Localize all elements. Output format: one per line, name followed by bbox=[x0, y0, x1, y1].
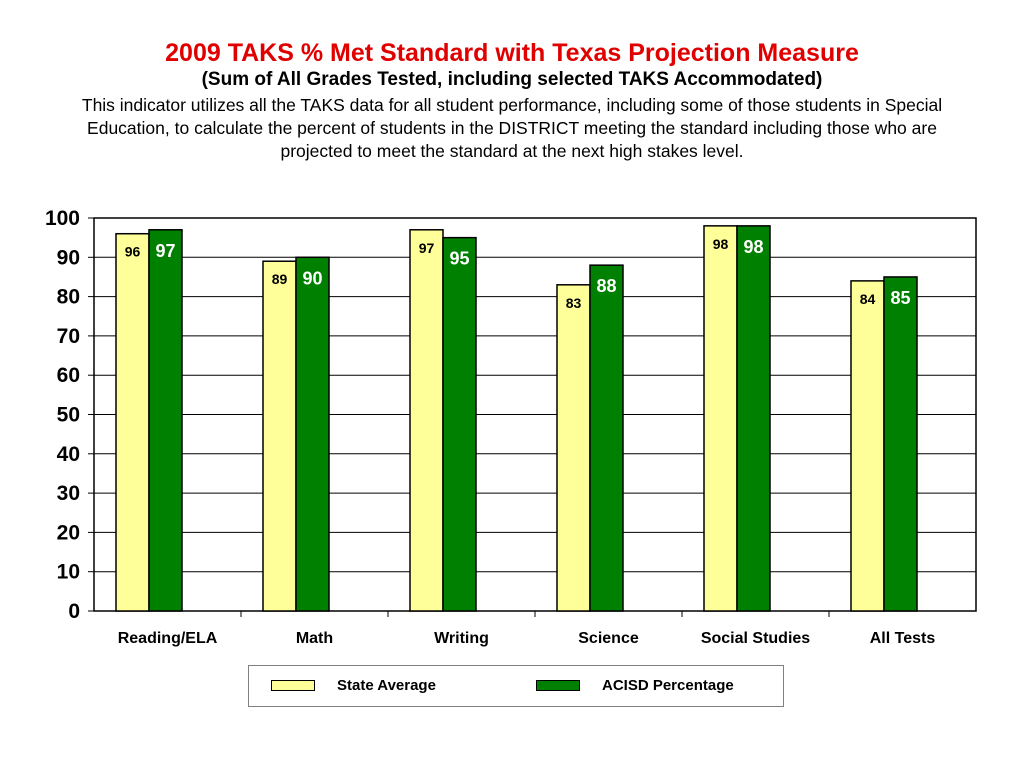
chart-title: 2009 TAKS % Met Standard with Texas Proj… bbox=[165, 39, 859, 67]
bar-acisd-percentage bbox=[295, 256, 330, 612]
data-label-state-average: 83 bbox=[566, 295, 582, 311]
data-label-state-average: 98 bbox=[713, 236, 729, 252]
bar-acisd-percentage bbox=[736, 225, 771, 612]
data-label-state-average: 89 bbox=[272, 271, 288, 287]
data-label-state-average: 97 bbox=[419, 240, 435, 256]
x-tick-label: Reading/ELA bbox=[118, 630, 218, 647]
y-tick-label: 20 bbox=[57, 521, 80, 544]
legend-swatch-acisd bbox=[536, 679, 580, 691]
bar-state-average bbox=[850, 280, 885, 612]
chart-description: This indicator utilizes all the TAKS dat… bbox=[81, 95, 943, 161]
legend-item-state: State Average bbox=[271, 676, 436, 694]
data-label-acisd-percentage: 95 bbox=[449, 249, 469, 269]
legend-label-state: State Average bbox=[337, 676, 436, 694]
y-tick-label: 50 bbox=[57, 404, 80, 427]
legend-item-acisd: ACISD Percentage bbox=[536, 676, 734, 694]
y-tick-label: 60 bbox=[57, 364, 80, 387]
x-tick-label: Science bbox=[578, 630, 639, 647]
x-tick-label: Math bbox=[296, 630, 333, 647]
data-label-acisd-percentage: 85 bbox=[890, 288, 910, 308]
bar-acisd-percentage bbox=[148, 229, 183, 612]
y-tick-label: 90 bbox=[57, 246, 80, 269]
bar-acisd-percentage bbox=[442, 236, 477, 612]
chart-subtitle: (Sum of All Grades Tested, including sel… bbox=[201, 69, 823, 90]
data-label-acisd-percentage: 97 bbox=[155, 241, 175, 261]
bar-state-average bbox=[409, 229, 444, 612]
y-tick-label: 80 bbox=[57, 286, 80, 309]
y-tick-label: 40 bbox=[57, 443, 80, 466]
bar-state-average bbox=[556, 284, 591, 612]
data-label-state-average: 84 bbox=[860, 291, 876, 307]
y-tick-label: 100 bbox=[45, 207, 80, 230]
y-tick-label: 70 bbox=[57, 325, 80, 348]
bar-chart: 0 10 20 30 40 50 60 70 80 90 100 Reading/ELA 96 97 Mat… bbox=[45, 207, 977, 647]
bar-acisd-percentage bbox=[883, 276, 918, 612]
x-tick-label: Social Studies bbox=[701, 630, 810, 647]
bar-state-average bbox=[262, 260, 297, 612]
data-label-acisd-percentage: 88 bbox=[596, 276, 616, 296]
data-label-acisd-percentage: 90 bbox=[302, 268, 322, 288]
x-tick-label: Writing bbox=[434, 630, 489, 647]
data-label-acisd-percentage: 98 bbox=[743, 237, 763, 257]
chart-header: 2009 TAKS % Met Standard with Texas Proj… bbox=[0, 38, 1024, 163]
x-tick-label: All Tests bbox=[870, 630, 936, 647]
y-tick-label: 30 bbox=[57, 482, 80, 505]
legend-label-acisd: ACISD Percentage bbox=[602, 676, 734, 694]
bar-acisd-percentage bbox=[589, 264, 624, 612]
data-label-state-average: 96 bbox=[125, 244, 141, 260]
y-tick-label: 10 bbox=[57, 561, 80, 584]
bar-state-average bbox=[115, 232, 150, 612]
bar-state-average bbox=[703, 225, 738, 612]
y-tick-label: 0 bbox=[68, 600, 80, 623]
legend-swatch-state bbox=[271, 679, 315, 691]
legend: State Average ACISD Percentage bbox=[248, 665, 784, 707]
